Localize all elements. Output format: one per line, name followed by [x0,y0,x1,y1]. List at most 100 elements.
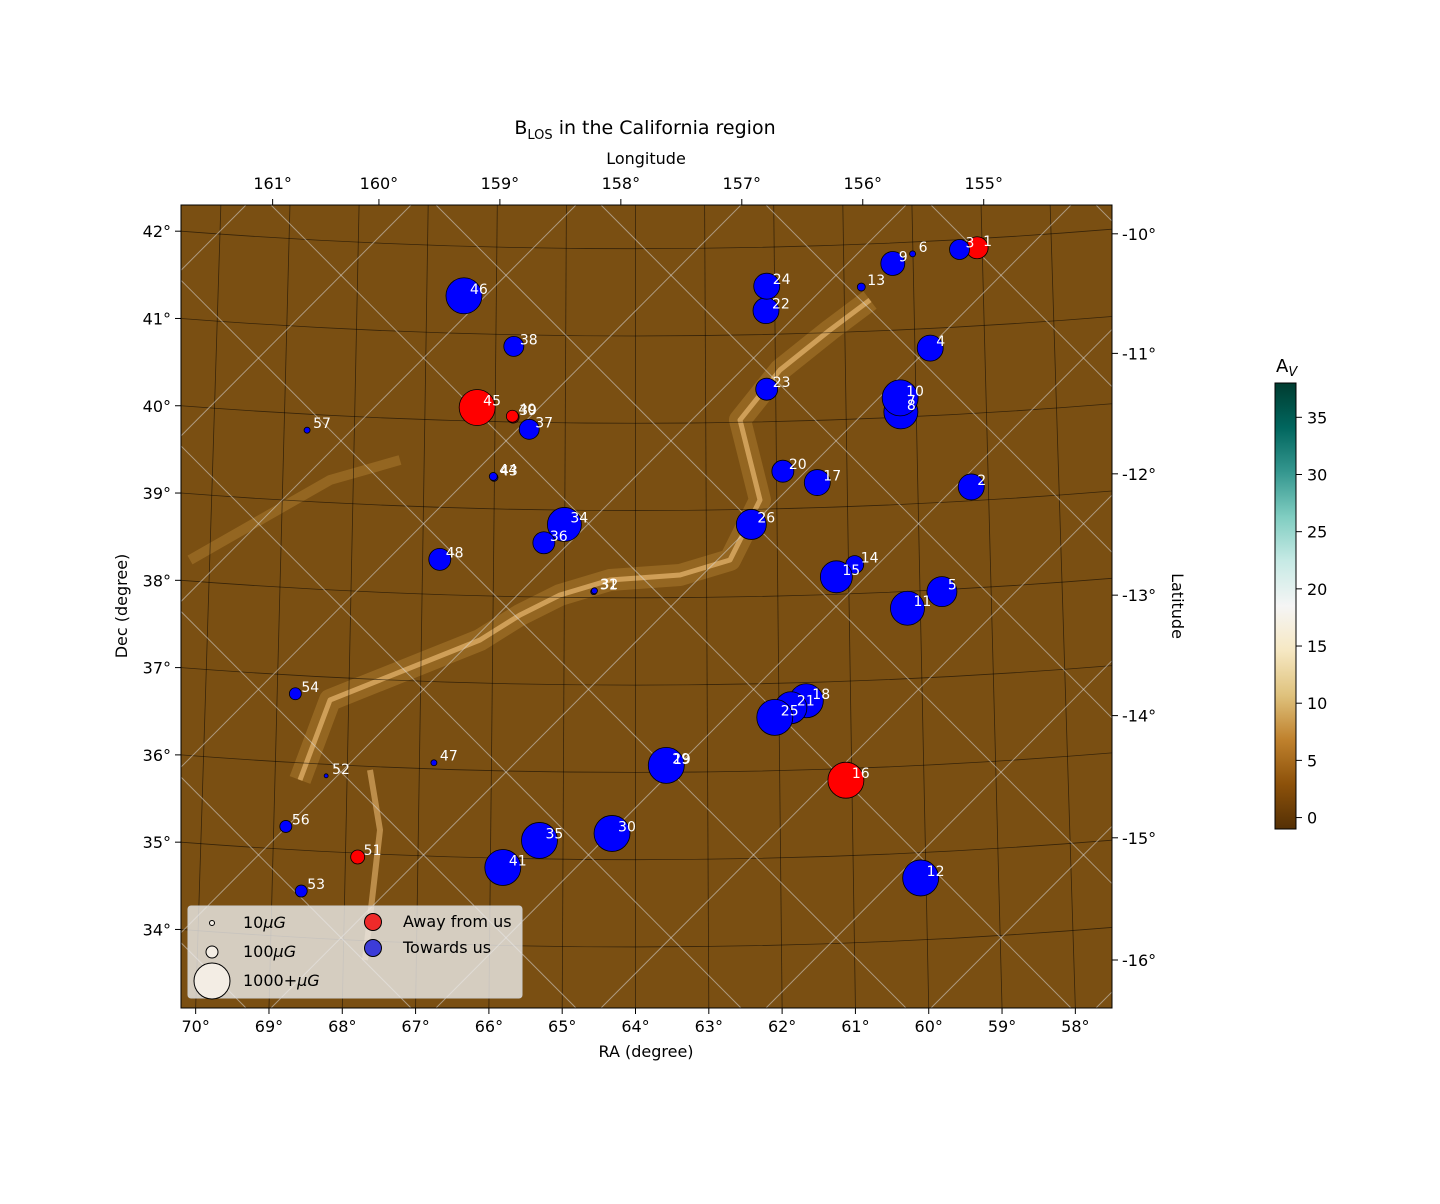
colorbar-ticks: 0 5 10 15 20 25 30 35 [1296,408,1327,828]
legend-marker-1000 [193,962,231,1000]
legend-marker-towards [364,939,382,957]
dec-grid-line [181,752,1112,773]
top-tick-label: 155° [964,174,1003,193]
field-label-11: 11 [913,594,931,610]
field-label-54: 54 [301,680,319,696]
field-marker-32 [591,587,598,595]
y-tick-label: 42° [143,222,171,241]
field-label-15: 15 [842,563,860,579]
y-tick-label: 37° [143,659,171,678]
y-tick-label: 34° [143,920,171,939]
field-marker-9 [880,251,906,276]
field-marker-36 [532,531,556,555]
galactic-grid-line [181,205,907,934]
legend-marker-100 [205,945,219,959]
field-label-6: 6 [919,240,928,256]
field-marker-5 [926,576,958,608]
right-tick-label: -13° [1122,586,1156,605]
ra-grid-line [842,205,856,1008]
field-marker-37 [518,418,540,440]
galactic-grid-line [1095,991,1112,1008]
field-marker-20 [771,459,795,483]
field-marker-4 [916,334,944,362]
top-tick-label: 159° [481,174,520,193]
galactic-grid-line [181,205,577,603]
galactic-grid-line [0,205,81,1008]
field-marker-16 [827,761,865,799]
dec-grid-line [181,839,1112,861]
field-marker-48 [428,547,452,571]
field-label-14: 14 [861,551,879,567]
field-label-47: 47 [440,749,458,765]
y-axis-label: Dec (degree) [112,554,131,659]
field-label-16: 16 [852,766,870,782]
field-label-51: 51 [364,843,382,859]
x-tick-label: 62° [768,1017,796,1036]
field-marker-41 [484,849,522,886]
field-marker-3 [949,239,970,260]
field-label-46: 46 [470,282,488,298]
x-tick-label: 61° [841,1017,869,1036]
legend: 10μG 100μG 1000+μG Away from us Towards … [187,905,523,1000]
field-label-36: 36 [550,529,568,545]
galactic-grid-line [181,205,412,437]
ra-grid-line [561,205,567,1008]
field-label-3: 3 [966,236,975,252]
field-label-35: 35 [545,826,563,842]
galactic-grid [0,205,1112,1008]
top-tick-label: 160° [360,174,399,193]
y-tick-label: 35° [143,833,171,852]
colorbar-tick-label: 15 [1307,637,1327,656]
field-marker-12 [902,859,940,897]
colorbar: 0 5 10 15 20 25 30 35 AV [1274,356,1327,830]
top-axis-ticks: 161° 160° 159° 158° 157° 156° 155° [253,174,1003,205]
field-marker-25 [756,698,794,736]
top-tick-label: 161° [253,174,292,193]
right-tick-label: -16° [1122,951,1156,970]
colorbar-tick-label: 25 [1307,523,1327,542]
right-tick-label: -11° [1122,344,1156,363]
y-tick-label: 41° [143,309,171,328]
field-label-40: 40 [518,402,536,418]
field-marker-15 [819,560,853,594]
ra-grid-line [773,205,783,1008]
field-marker-34 [546,507,582,542]
galactic-grid-line [1095,205,1112,222]
colorbar-tick-label: 5 [1307,751,1317,770]
field-label-20: 20 [789,457,807,473]
x-axis-ticks: 70° 69° 68° 67° 66° 65° 64° 63° 62° 61° 60° 59° 58° [181,1008,1090,1036]
y-tick-label: 36° [143,746,171,765]
legend-label-towards: Towards us [402,938,491,957]
field-label-18: 18 [812,687,830,703]
field-label-41: 41 [509,853,527,869]
top-axis-label: Longitude [606,149,686,168]
x-tick-label: 58° [1061,1017,1089,1036]
colorbar-tick-label: 30 [1307,465,1327,484]
field-label-5: 5 [948,578,957,594]
field-label-13: 13 [867,273,885,289]
legend-size-label-100: 100μG [243,942,296,961]
field-label-44: 44 [499,462,517,478]
colorbar-tick-label: 0 [1307,809,1317,828]
colorbar-label: AV [1276,356,1298,380]
field-marker-44 [488,472,498,481]
field-marker-54 [288,687,302,701]
field-label-17: 17 [823,469,841,485]
x-axis-label: RA (degree) [598,1042,693,1061]
galactic-grid-line [930,825,1112,1008]
x-tick-label: 67° [401,1017,429,1036]
field-label-8: 8 [907,398,916,414]
field-marker-26 [735,509,767,540]
dust-map-background [181,205,1112,1008]
galactic-grid-line [600,494,1112,1008]
ra-grid-line [341,205,360,1008]
field-label-30: 30 [618,819,636,835]
field-label-37: 37 [535,415,553,431]
chart-title: BLOS in the California region [514,117,776,143]
field-marker-51 [350,849,366,865]
right-tick-label: -12° [1122,465,1156,484]
x-tick-label: 69° [255,1017,283,1036]
ra-grid-line [268,205,291,1008]
